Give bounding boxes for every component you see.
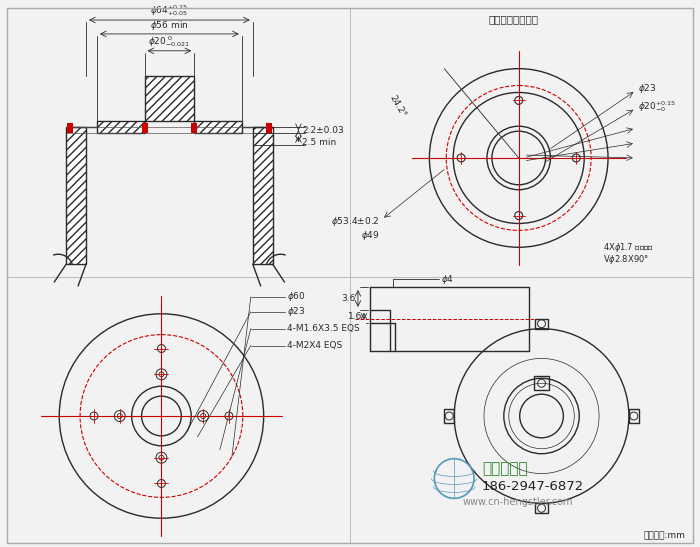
Text: $\phi$56 min: $\phi$56 min — [150, 19, 188, 32]
Text: 4X$\phi$1.7 均匀分布: 4X$\phi$1.7 均匀分布 — [603, 241, 654, 254]
Text: 尺寸单位:mm: 尺寸单位:mm — [643, 531, 685, 540]
Bar — [265, 123, 272, 133]
Bar — [253, 127, 272, 264]
Bar — [66, 127, 86, 264]
Text: 4-M1.6X3.5 EQS: 4-M1.6X3.5 EQS — [288, 324, 360, 333]
Text: www.cn-hengstler.com: www.cn-hengstler.com — [462, 497, 573, 507]
Text: 动盘轴向螺栓安装: 动盘轴向螺栓安装 — [489, 14, 539, 24]
Text: 西安德伍拓: 西安德伍拓 — [482, 461, 528, 476]
Bar — [191, 123, 197, 133]
Text: 1.6: 1.6 — [347, 312, 362, 321]
Text: $\phi$49: $\phi$49 — [361, 229, 380, 242]
Text: 3.6: 3.6 — [342, 294, 356, 303]
Text: 186-2947-6872: 186-2947-6872 — [482, 480, 584, 493]
Text: $\phi$23: $\phi$23 — [638, 82, 657, 95]
Text: $\phi$53.4±0.2: $\phi$53.4±0.2 — [331, 215, 380, 228]
Bar — [194, 121, 241, 133]
Text: $\phi$64$^{+0.15}_{+0.05}$: $\phi$64$^{+0.15}_{+0.05}$ — [150, 3, 188, 18]
Text: 24.2°: 24.2° — [388, 94, 407, 119]
Text: $\phi$4: $\phi$4 — [441, 272, 454, 286]
Text: 2.2±0.03: 2.2±0.03 — [302, 126, 344, 135]
Text: $\phi$20$^{\ 0}_{-0.021}$: $\phi$20$^{\ 0}_{-0.021}$ — [148, 34, 190, 49]
Text: 2.5 min: 2.5 min — [302, 138, 337, 147]
Text: $\phi$60: $\phi$60 — [288, 290, 307, 304]
Text: 4-M2X4 EQS: 4-M2X4 EQS — [288, 341, 343, 350]
Bar — [97, 121, 145, 133]
Text: V$\phi$2.8X90°: V$\phi$2.8X90° — [603, 253, 649, 266]
Bar — [141, 123, 148, 133]
Bar — [67, 123, 73, 133]
Bar — [533, 376, 550, 390]
Bar — [145, 75, 194, 121]
Text: $\phi$23: $\phi$23 — [288, 305, 306, 318]
Text: $\phi$20$^{+0.15}_{-0}$: $\phi$20$^{+0.15}_{-0}$ — [638, 99, 676, 114]
